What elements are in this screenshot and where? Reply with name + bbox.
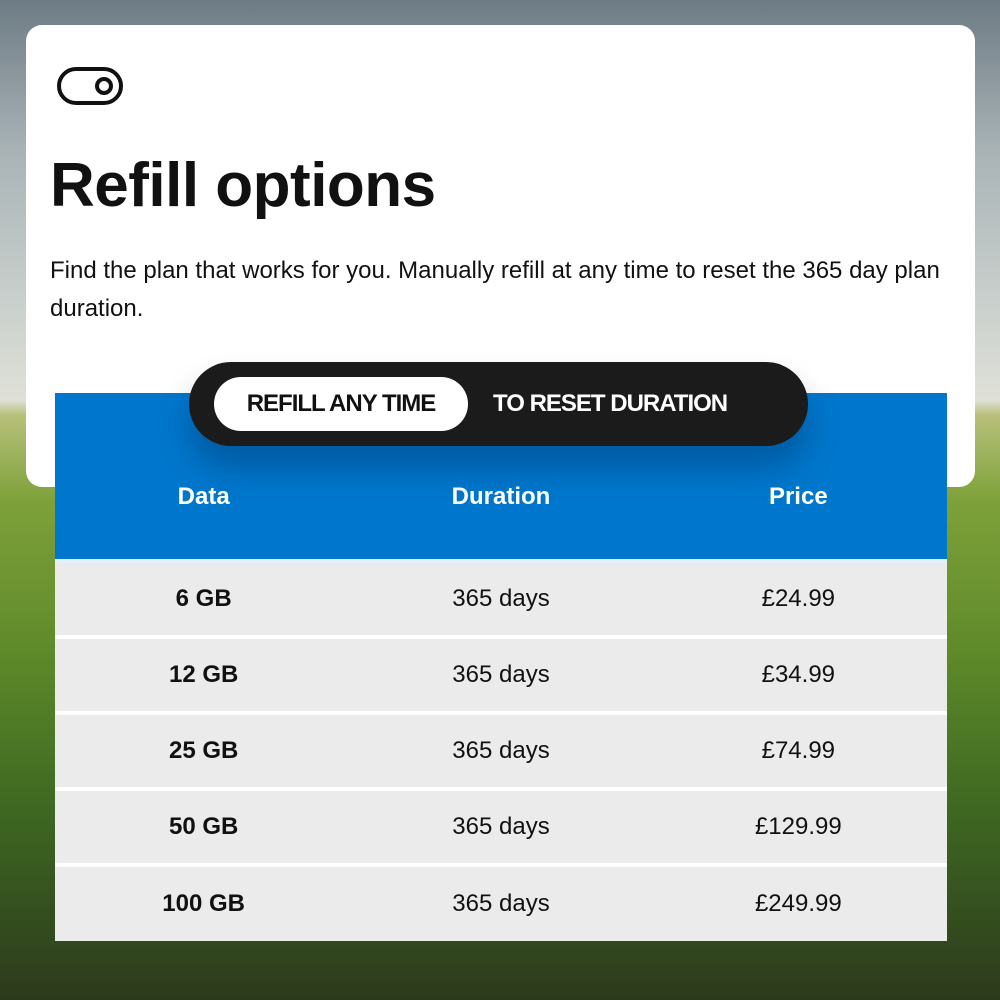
table-row: 100 GB 365 days £249.99: [55, 867, 947, 941]
cell-duration: 365 days: [452, 890, 550, 917]
page-description: Find the plan that works for you. Manual…: [50, 257, 940, 322]
toggle-icon: [57, 67, 123, 105]
table-row: 6 GB 365 days £24.99: [55, 563, 947, 639]
table-row: 12 GB 365 days £34.99: [55, 639, 947, 715]
cell-data: 6 GB: [175, 585, 232, 612]
table-row: 50 GB 365 days £129.99: [55, 791, 947, 867]
page-title: Refill options: [50, 151, 436, 220]
cell-duration: 365 days: [452, 737, 550, 764]
cell-price: £24.99: [761, 585, 836, 612]
cell-price: £129.99: [754, 813, 842, 840]
cell-duration: 365 days: [452, 585, 550, 612]
cell-price: £34.99: [761, 661, 836, 688]
cell-duration: 365 days: [452, 661, 550, 688]
reset-duration-label: TO RESET DURATION: [493, 390, 728, 417]
column-header-price: Price: [768, 483, 828, 510]
column-header-data: Data: [177, 483, 230, 510]
cell-price: £249.99: [754, 890, 842, 917]
cell-data: 100 GB: [162, 890, 246, 917]
refill-any-time-label: REFILL ANY TIME: [214, 377, 468, 431]
cell-duration: 365 days: [452, 813, 550, 840]
cell-data: 50 GB: [168, 813, 239, 840]
cell-price: £74.99: [761, 737, 836, 764]
refill-banner: REFILL ANY TIME TO RESET DURATION: [189, 362, 808, 446]
pricing-table: Data Duration Price 6 GB 365 days £24.99…: [55, 393, 947, 941]
column-header-duration: Duration: [451, 483, 551, 510]
cell-data: 25 GB: [168, 737, 239, 764]
cell-data: 12 GB: [168, 661, 239, 688]
table-row: 25 GB 365 days £74.99: [55, 715, 947, 791]
